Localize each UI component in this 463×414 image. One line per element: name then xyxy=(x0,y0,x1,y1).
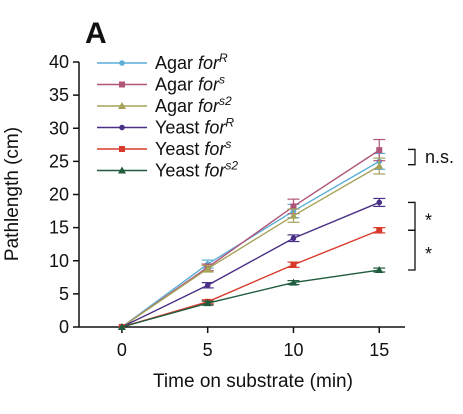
legend-label-superscript: s2 xyxy=(219,94,232,108)
significance-bracket: * xyxy=(408,201,432,231)
data-point xyxy=(289,278,298,286)
data-point xyxy=(376,227,383,234)
y-tick-label: 15 xyxy=(49,218,69,238)
legend-label-prefix: Agar xyxy=(155,75,198,95)
legend-label-prefix: Yeast xyxy=(155,118,204,138)
legend-label-prefix: Yeast xyxy=(155,139,204,159)
panel-letter: A xyxy=(85,17,107,50)
data-point xyxy=(376,147,383,154)
bracket-line xyxy=(408,229,416,271)
legend-label-superscript: s xyxy=(225,137,231,151)
series-line xyxy=(121,165,380,328)
y-tick-label: 10 xyxy=(49,251,69,271)
significance-bracket: n.s. xyxy=(408,147,454,167)
legend-label-gene: for xyxy=(204,161,226,181)
legend-label-superscript: R xyxy=(219,51,228,65)
y-tick-label: 30 xyxy=(49,118,69,138)
y-tick-label: 35 xyxy=(49,85,69,105)
data-point xyxy=(375,266,384,274)
legend-label-gene: for xyxy=(204,118,226,138)
significance-label: * xyxy=(425,210,432,230)
legend-label-prefix: Yeast xyxy=(155,161,204,181)
data-point xyxy=(203,264,212,272)
legend-label-prefix: Agar xyxy=(155,53,198,73)
series-6 xyxy=(117,266,386,330)
legend-label-superscript: s xyxy=(219,73,225,87)
data-point xyxy=(290,235,297,242)
legend-label-gene: for xyxy=(198,53,220,73)
data-point xyxy=(375,162,384,170)
y-tick-label: 0 xyxy=(59,317,69,337)
data-point xyxy=(117,323,126,330)
y-axis-title: Pathlength (cm) xyxy=(2,127,23,261)
legend-entry: Yeast fors xyxy=(97,137,231,159)
x-tick-label: 0 xyxy=(117,340,127,360)
legend-swatch-marker xyxy=(119,81,125,88)
legend-label-gene: for xyxy=(198,75,220,95)
legend-swatch-marker xyxy=(118,166,126,174)
data-point xyxy=(290,261,297,268)
legend-entry: Yeast forR xyxy=(97,116,234,138)
series-line xyxy=(121,160,380,328)
x-tick-label: 10 xyxy=(283,340,303,360)
bracket-line xyxy=(408,201,416,231)
legend-label-gene: for xyxy=(198,96,220,116)
significance-annotations: n.s. * * xyxy=(408,147,454,271)
series-5 xyxy=(118,227,386,330)
x-tick-label: 5 xyxy=(203,340,213,360)
legend-label-prefix: Agar xyxy=(155,96,198,116)
legend-swatch-marker xyxy=(118,102,126,109)
significance-label: n.s. xyxy=(425,147,454,167)
legend-swatch-marker xyxy=(119,60,125,66)
significance-label: * xyxy=(425,244,432,264)
legend-label-superscript: s2 xyxy=(225,159,238,173)
legend-label: Agar fors xyxy=(155,73,225,95)
legend-entry: Agar fors2 xyxy=(97,94,232,116)
y-tick-label: 5 xyxy=(59,284,69,304)
series-line xyxy=(121,269,380,328)
legend-label-superscript: R xyxy=(225,116,234,130)
y-tick-label: 20 xyxy=(49,185,69,205)
legend-swatch-marker xyxy=(119,146,125,152)
x-axis-title: Time on substrate (min) xyxy=(153,371,353,392)
data-point xyxy=(290,203,297,210)
legend-label-gene: for xyxy=(204,139,226,159)
series-line xyxy=(121,229,380,328)
legend-label: Agar fors2 xyxy=(155,94,232,116)
legend-label: Yeast fors2 xyxy=(155,159,238,181)
legend-label: Agar forR xyxy=(155,51,228,73)
legend-entry: Yeast fors2 xyxy=(97,159,238,181)
data-point xyxy=(203,299,212,307)
data-point xyxy=(289,211,298,219)
significance-bracket: * xyxy=(408,229,432,271)
series-line xyxy=(121,201,380,328)
series-4 xyxy=(119,197,386,330)
y-tick-label: 25 xyxy=(49,151,69,171)
series-group xyxy=(117,138,386,330)
data-point xyxy=(204,282,211,289)
legend-entry: Agar fors xyxy=(97,73,225,95)
bracket-line xyxy=(408,148,416,166)
y-tick-label: 40 xyxy=(49,52,69,72)
axes: 0 5 10 15 20 25 30 35 40 0 5 10 15 xyxy=(49,52,405,360)
legend-swatch-marker xyxy=(119,124,125,131)
legend-label: Yeast fors xyxy=(155,137,231,159)
legend-label: Yeast forR xyxy=(155,116,234,138)
legend-entry: Agar forR xyxy=(97,51,228,73)
data-point xyxy=(376,199,383,206)
x-tick-label: 15 xyxy=(369,340,389,360)
